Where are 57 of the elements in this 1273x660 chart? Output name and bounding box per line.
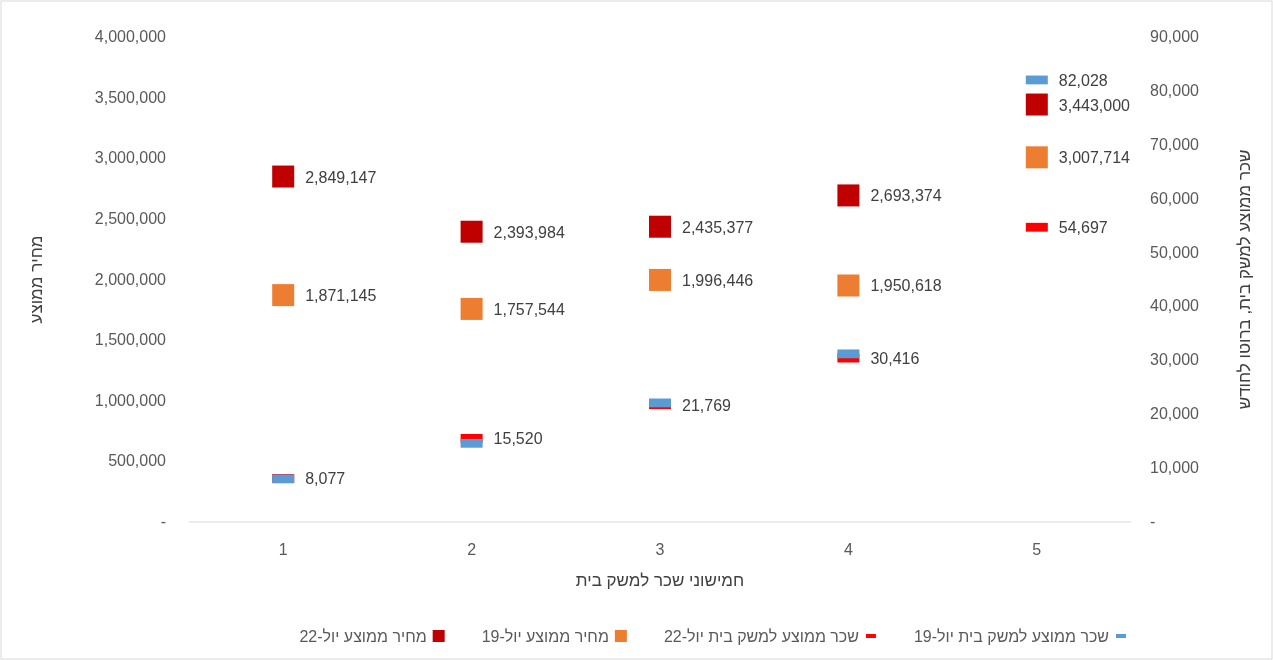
data-label: 1,871,145 [305,287,377,305]
data-label: 21,769 [682,396,732,414]
y-tick-label: 1,500,000 [94,331,167,349]
legend-label: מחיר ממוצע יול-19 [481,628,609,645]
data-label: 82,028 [1058,71,1108,89]
data-label: 54,697 [1058,219,1108,237]
x-tick-label: 5 [1032,541,1042,558]
data-label: 3,443,000 [1058,96,1131,114]
point [272,165,295,188]
y-tick-label: 4,000,000 [94,28,167,45]
x-axis-title: חמישוני שכר למשק בית [575,571,745,590]
y-tick-label: 500,000 [108,452,167,470]
y2-tick-label: 50,000 [1150,243,1200,261]
x-tick-label: 3 [655,541,665,558]
y2-tick-label: 80,000 [1150,81,1200,99]
point [837,184,860,207]
data-label: 30,416 [870,350,920,368]
data-label: 1,757,544 [493,300,565,318]
y2-tick-label: 30,000 [1150,351,1200,369]
data-label: 3,007,714 [1058,149,1131,167]
y2-tick-label: 90,000 [1150,28,1200,45]
y-tick-label: - [160,513,166,530]
legend-label: מחיר ממוצע יול-22 [299,628,427,645]
x-tick-label: 1 [278,541,288,558]
data-label: 2,435,377 [682,218,754,236]
y-tick-label: 3,500,000 [94,88,167,106]
point [649,268,671,291]
y-tick-label: 3,000,000 [94,149,167,167]
point [272,284,295,307]
y-tick-label: 1,000,000 [94,391,167,409]
point [1025,93,1048,116]
y2-tick-label: 20,000 [1150,405,1200,423]
x-tick-label: 2 [467,541,477,558]
y-axis-title: מחיר ממוצע [27,235,46,324]
point [460,297,483,320]
legend-label: שכר ממוצע למשק בית יול-22 [663,628,859,645]
point [1025,146,1048,169]
point [460,220,483,243]
y2-tick-label: 40,000 [1150,297,1200,315]
point [649,215,671,238]
data-label: 2,393,984 [493,223,565,241]
x-tick-label: 4 [843,541,853,558]
y2-tick-label: 70,000 [1150,135,1200,153]
y2-axis-title: שכר ממוצע למשק בית, ברוטו לחודש [1235,149,1254,410]
y2-tick-label: 60,000 [1150,189,1200,207]
data-label: 1,996,446 [682,271,754,289]
data-label: 15,520 [493,430,543,448]
legend-label: שכר ממוצע למשק בית יול-19 [913,628,1109,645]
point [837,274,860,297]
y-tick-label: 2,000,000 [94,270,167,288]
data-label: 8,077 [305,470,346,488]
data-label: 2,693,374 [870,187,942,205]
data-label: 2,849,147 [305,168,377,186]
y2-tick-label: - [1150,513,1156,530]
y-tick-label: 2,500,000 [94,209,167,227]
y2-tick-label: 10,000 [1150,459,1200,477]
data-label: 1,950,618 [870,277,942,295]
